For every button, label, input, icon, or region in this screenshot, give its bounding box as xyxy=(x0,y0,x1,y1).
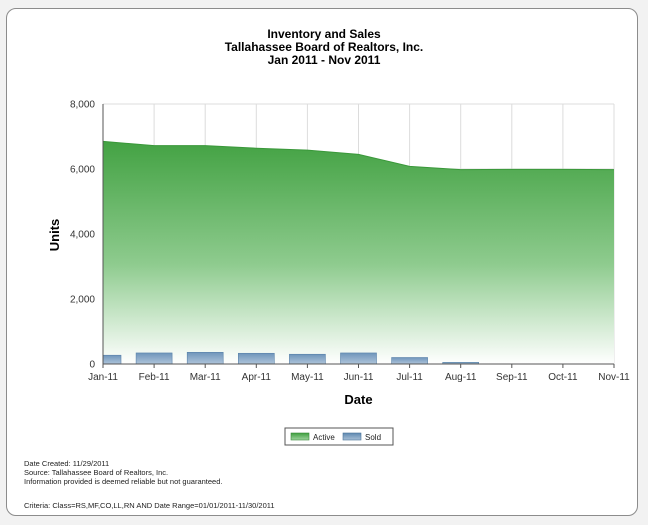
axis-layer: 0 2,000 4,000 6,000 8,000 Jan-11 Feb-11 Mar-11 A… xyxy=(47,100,630,408)
area-layer xyxy=(102,140,615,364)
y-tick-label: 2,000 xyxy=(70,295,95,306)
x-tick-label: Feb-11 xyxy=(139,372,170,383)
x-tick-label: Nov-11 xyxy=(598,372,630,383)
active-area-top-line xyxy=(102,140,615,171)
legend-box xyxy=(284,427,394,446)
legend-label-sold: Sold xyxy=(365,433,381,442)
active-area-series xyxy=(103,141,614,364)
report-footer: Date Created: 11/29/2011 Source: Tallaha… xyxy=(24,459,222,486)
x-tick-label: May-11 xyxy=(291,372,324,383)
x-tick-label: Jun-11 xyxy=(344,372,374,383)
criteria-note: Criteria: Class=RS,MF,CO,LL,RN AND Date … xyxy=(24,501,275,510)
sold-bar xyxy=(391,357,428,365)
chart-title: Inventory and Sales xyxy=(267,27,381,41)
legend-swatch-sold xyxy=(342,432,362,441)
sold-bar xyxy=(289,353,326,365)
chart-titles: Inventory and Sales Tallahassee Board of… xyxy=(0,28,648,67)
sold-bar xyxy=(102,354,122,365)
y-tick-label: 8,000 xyxy=(70,100,95,111)
chart-date-range: Jan 2011 - Nov 2011 xyxy=(267,53,381,67)
source-note: Source: Tallahassee Board of Realtors, I… xyxy=(24,468,169,477)
date-created: Date Created: 11/29/2011 xyxy=(24,459,110,468)
y-tick-label: 6,000 xyxy=(70,165,95,176)
x-tick-label: Jul-11 xyxy=(396,372,423,383)
legend-label-active: Active xyxy=(313,433,335,442)
x-tick-label: Aug-11 xyxy=(445,372,477,383)
x-tick-label: Jan-11 xyxy=(88,372,118,383)
disclaimer: Information provided is deemed reliable … xyxy=(24,477,223,486)
x-tick-label: Oct-11 xyxy=(548,372,578,383)
y-axis-title: Units xyxy=(47,219,62,252)
sold-bar xyxy=(135,352,173,365)
y-tick-label: 4,000 xyxy=(70,230,95,241)
x-axis-title: Date xyxy=(344,392,372,407)
sold-bar xyxy=(340,352,377,365)
x-tick-label: Mar-11 xyxy=(190,372,221,383)
x-tick-label: Apr-11 xyxy=(242,372,272,383)
legend-swatch-active xyxy=(290,432,310,441)
sold-bar xyxy=(186,351,224,365)
x-tick-label: Sep-11 xyxy=(496,372,528,383)
y-tick-label: 0 xyxy=(89,360,95,371)
sold-bar xyxy=(238,352,275,365)
legend: Active Sold xyxy=(284,427,394,446)
chart-subtitle: Tallahassee Board of Realtors, Inc. xyxy=(224,40,424,54)
